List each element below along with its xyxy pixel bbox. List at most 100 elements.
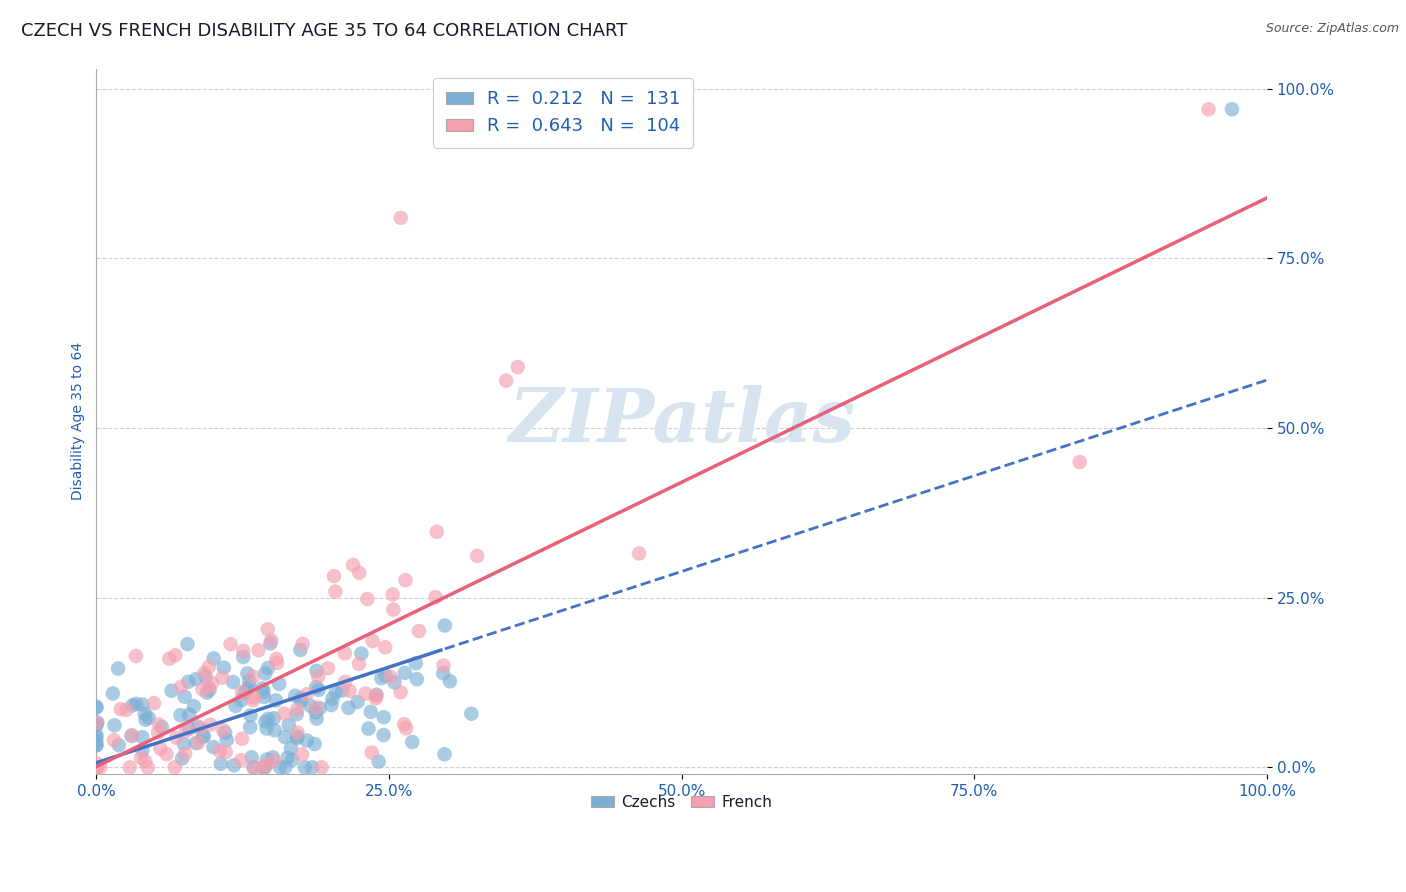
Point [236,682,259,697]
Point [177,674,200,689]
Point [350,647,373,661]
Point [131,743,153,757]
Point [308,701,330,715]
Point [146,725,169,739]
Point [86,699,108,714]
Point [373,728,395,742]
Point [301,760,323,774]
Point [285,703,308,717]
Point [360,705,382,719]
Point [107,661,129,675]
Point [374,640,396,655]
Point [273,706,295,721]
Point [174,723,197,738]
Point [257,661,280,675]
Point [86,760,108,774]
Point [256,722,278,736]
Point [193,666,215,681]
Point [86,760,108,774]
Point [307,670,329,684]
Point [495,374,517,388]
Point [138,711,160,725]
Point [382,602,405,616]
Point [342,558,364,572]
Point [253,690,276,704]
Point [380,670,402,684]
Point [242,693,264,707]
Point [299,698,322,713]
Point [197,660,219,674]
Point [238,680,260,694]
Point [86,717,108,731]
Point [187,720,209,734]
Point [201,676,224,690]
Point [460,706,482,721]
Point [305,664,328,678]
Point [433,747,456,762]
Point [361,634,384,648]
Point [256,757,278,772]
Point [269,677,291,691]
Point [157,652,180,666]
Point [86,760,108,774]
Point [405,672,427,686]
Point [86,717,108,731]
Point [242,670,264,684]
Point [285,730,308,744]
Point [86,760,108,774]
Point [191,682,214,697]
Point [263,711,285,725]
Point [121,698,143,713]
Point [373,710,395,724]
Point [179,707,201,722]
Point [347,657,370,671]
Text: CZECH VS FRENCH DISABILITY AGE 35 TO 64 CORRELATION CHART: CZECH VS FRENCH DISABILITY AGE 35 TO 64 … [21,22,627,40]
Point [149,741,172,756]
Point [321,691,343,706]
Point [191,730,214,744]
Point [366,688,388,702]
Point [212,660,235,674]
Point [325,685,347,699]
Point [136,760,159,774]
Point [89,760,111,774]
Point [225,698,247,713]
Point [433,618,456,632]
Point [439,674,461,689]
Point [193,730,215,744]
Point [354,687,377,701]
Point [86,700,108,714]
Point [285,707,308,722]
Point [148,717,170,731]
Point [256,622,278,636]
Point [395,721,418,735]
Point [232,650,254,665]
Point [150,720,173,734]
Point [252,681,274,696]
Point [86,728,108,742]
Point [308,682,330,697]
Point [259,636,281,650]
Point [394,573,416,587]
Point [305,700,328,714]
Point [287,725,309,739]
Point [174,747,197,761]
Point [242,760,264,774]
Point [252,685,274,699]
Point [389,211,412,225]
Point [86,738,108,752]
Legend: Czechs, French: Czechs, French [585,789,779,816]
Point [284,689,307,703]
Point [231,685,253,699]
Point [202,740,225,755]
Point [86,756,108,771]
Point [215,733,238,747]
Point [266,652,288,666]
Point [506,359,529,374]
Point [231,731,253,746]
Point [103,733,125,747]
Point [86,715,108,730]
Point [121,729,143,743]
Point [260,633,283,648]
Point [143,696,166,710]
